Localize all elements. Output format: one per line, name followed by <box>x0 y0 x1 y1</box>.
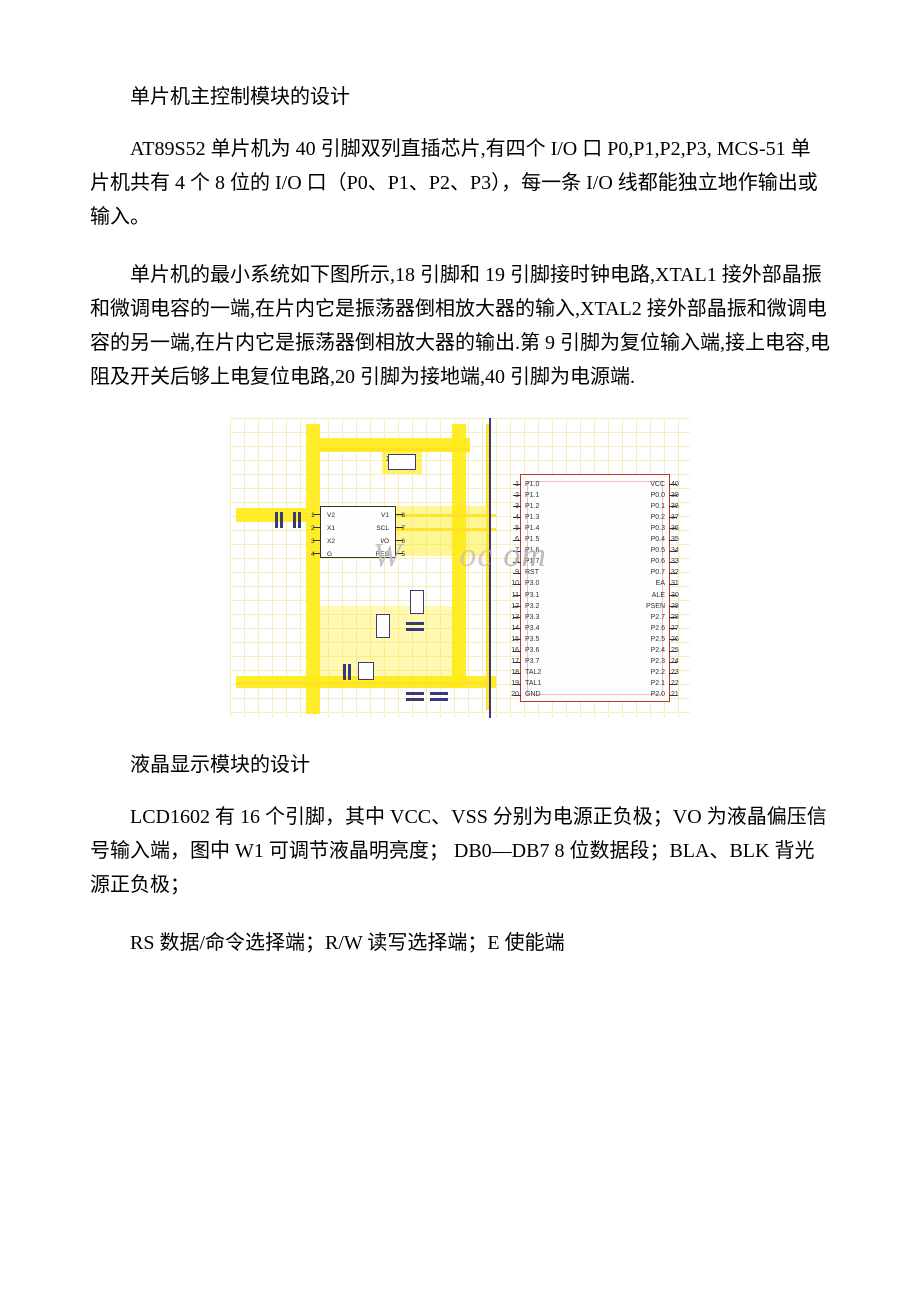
top-component <box>388 454 416 470</box>
section1-para1: AT89S52 单片机为 40 引脚双列直插芯片,有四个 I/O 口 P0,P1… <box>90 132 830 234</box>
capacitor-c2 <box>288 512 306 528</box>
mcu-pin-row: 6P1.5P0.435 <box>521 535 669 546</box>
pin-right-name: P2.0 <box>651 689 665 701</box>
pin-right-name: P0.5 <box>651 545 665 557</box>
pin-left-name: TAL1 <box>525 678 541 690</box>
mcu-pin-row: 15P3.5P2.526 <box>521 634 669 645</box>
small-ic-pin-lname: X2 <box>327 536 335 547</box>
small-ic-pin-lname: V2 <box>327 510 335 521</box>
pin-right-name: P0.1 <box>651 501 665 513</box>
mcu-pin-row: 8P1.7P0.633 <box>521 557 669 568</box>
pin-right-name: P2.2 <box>651 667 665 679</box>
pin-left-name: RST <box>525 567 539 579</box>
pin-right-name: P0.2 <box>651 512 665 524</box>
section2-para1: LCD1602 有 16 个引脚，其中 VCC、VSS 分别为电源正负极；VO … <box>90 800 830 902</box>
pin-left-name: P1.3 <box>525 512 539 524</box>
schematic-diagram: 1 2 4 1V2V182X1SCL73X2I/O64GRES5 1P1.0VC… <box>230 418 690 718</box>
pin-right-name: P0.4 <box>651 534 665 546</box>
mcu-pin-row: 18TAL2P2.223 <box>521 668 669 679</box>
mcu-pin-row: 5P1.4P0.336 <box>521 523 669 534</box>
small-ic-pin-lnum: 4 <box>311 549 315 560</box>
pin-left-name: P3.0 <box>525 578 539 590</box>
small-ic-pin-rnum: 5 <box>401 549 405 560</box>
capacitor-c6 <box>430 688 448 704</box>
mcu-pin-row: 3P1.2P0.138 <box>521 501 669 512</box>
pin-left-name: P1.4 <box>525 523 539 535</box>
pin-right-name: P2.3 <box>651 656 665 668</box>
small-ic-pin-lname: G <box>327 549 332 560</box>
resistor-r1 <box>410 590 424 614</box>
pin-left-name: P1.1 <box>525 490 539 502</box>
mcu-pin-row: 7P1.6P0.534 <box>521 546 669 557</box>
small-ic-pin-rname: V1 <box>381 510 389 521</box>
pin-left-name: P1.5 <box>525 534 539 546</box>
pin-left-name: P1.2 <box>525 501 539 513</box>
pin-left-name: P1.7 <box>525 556 539 568</box>
capacitor-c3 <box>406 618 424 634</box>
capacitor-c4 <box>338 664 356 680</box>
pin-right-name: VCC <box>650 479 665 491</box>
capacitor-c5 <box>406 688 424 704</box>
small-ic-pin-rnum: 7 <box>401 523 405 534</box>
mcu-pin-row: 17P3.7P2.324 <box>521 657 669 668</box>
pin-right-name: P2.4 <box>651 645 665 657</box>
mcu-pin-row: 11P3.1ALE30 <box>521 590 669 601</box>
pin-right-name: EA <box>656 578 665 590</box>
pin-left-name: P3.3 <box>525 612 539 624</box>
pin-left-name: P3.4 <box>525 623 539 635</box>
mcu-pin-row: 13P3.3P2.728 <box>521 612 669 623</box>
small-ic-pin-rnum: 6 <box>401 536 405 547</box>
pin-right-name: P2.6 <box>651 623 665 635</box>
mcu-ic: 1P1.0VCC402P1.1P0.0393P1.2P0.1384P1.3P0.… <box>520 474 670 702</box>
mcu-pin-row: 19TAL1P2.122 <box>521 679 669 690</box>
pin-left-name: P3.6 <box>525 645 539 657</box>
pin-left-name: P3.1 <box>525 590 539 602</box>
small-ic-pin-lnum: 2 <box>311 523 315 534</box>
section1-para2: 单片机的最小系统如下图所示,18 引脚和 19 引脚接时钟电路,XTAL1 接外… <box>90 258 830 394</box>
pin-left-name: TAL2 <box>525 667 541 679</box>
pin-right-name: ALE <box>652 590 665 602</box>
mcu-pin-row: 20GNDP2.021 <box>521 690 669 701</box>
pin-left-name: P3.2 <box>525 601 539 613</box>
small-ic-pin-rname: I/O <box>380 536 389 547</box>
crystal-y1 <box>358 662 374 680</box>
pin-right-name: PSEN <box>646 601 665 613</box>
mcu-pin-row: 4P1.3P0.237 <box>521 512 669 523</box>
small-ic-pin-rname: RES <box>376 549 389 560</box>
small-ic-pin-lnum: 3 <box>311 536 315 547</box>
pin-left-name: P1.6 <box>525 545 539 557</box>
small-ic-pin-rname: SCL <box>376 523 389 534</box>
small-ic-pin-lname: X1 <box>327 523 335 534</box>
pin-right-name: P2.1 <box>651 678 665 690</box>
mcu-pin-row: 2P1.1P0.039 <box>521 490 669 501</box>
mcu-pin-row: 9RSTP0.732 <box>521 568 669 579</box>
section2-heading: 液晶显示模块的设计 <box>90 748 830 782</box>
pin-left-name: GND <box>525 689 541 701</box>
mcu-pin-row: 14P3.4P2.627 <box>521 623 669 634</box>
small-ic-pin-lnum: 1 <box>311 510 315 521</box>
pin-right-name: P0.7 <box>651 567 665 579</box>
mcu-pin-row: 1P1.0VCC40 <box>521 479 669 490</box>
section1-heading: 单片机主控制模块的设计 <box>90 80 830 114</box>
pin-right-name: P2.7 <box>651 612 665 624</box>
mcu-pin-row: 12P3.2PSEN29 <box>521 601 669 612</box>
pin-right-name: P0.3 <box>651 523 665 535</box>
small-ic-pin-rnum: 8 <box>401 510 405 521</box>
pin-left-name: P3.7 <box>525 656 539 668</box>
pin-right-name: P0.6 <box>651 556 665 568</box>
capacitor-c1 <box>270 512 288 528</box>
pin-left-name: P1.0 <box>525 479 539 491</box>
pin-left-name: P3.5 <box>525 634 539 646</box>
section2-para2: RS 数据/命令选择端；R/W 读写选择端；E 使能端 <box>90 926 830 960</box>
pin-right-name: P0.0 <box>651 490 665 502</box>
switch-sw1 <box>376 614 390 638</box>
pin-right-name: P2.5 <box>651 634 665 646</box>
mcu-pin-row: 10P3.0EA31 <box>521 579 669 590</box>
small-ic: 1V2V182X1SCL73X2I/O64GRES5 <box>320 506 396 558</box>
mcu-pin-row: 16P3.6P2.425 <box>521 646 669 657</box>
